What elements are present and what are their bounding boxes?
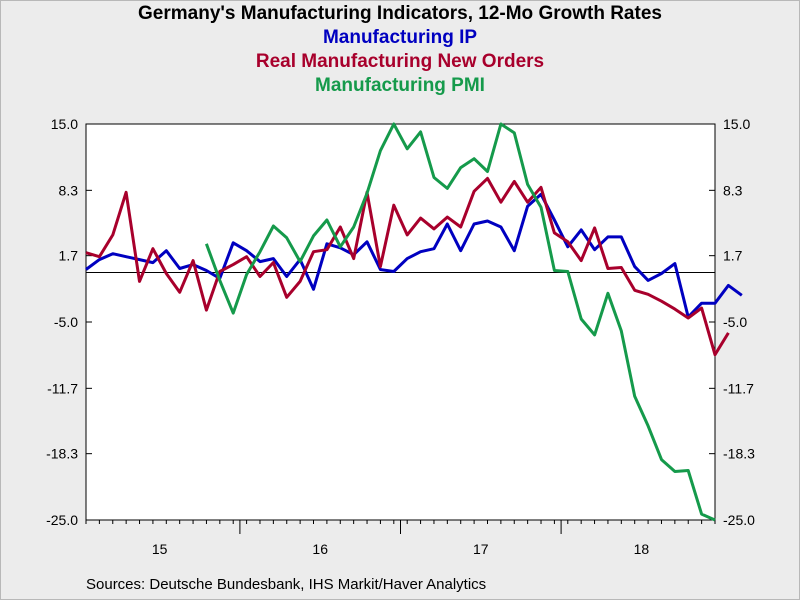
y-tick-label-left: -18.3 [46, 446, 78, 462]
x-tick-label: 16 [312, 541, 328, 557]
y-tick-label-right: 8.3 [723, 182, 743, 198]
y-tick-label-left: 15.0 [51, 116, 78, 132]
y-tick-label-right: 15.0 [723, 116, 750, 132]
series-line-real-manufacturing-new-orders [85, 176, 730, 357]
y-tick-label-right: 1.7 [723, 248, 743, 264]
chart-title-block: Germany's Manufacturing Indicators, 12-M… [0, 0, 800, 98]
y-tick-label-right: -5.0 [723, 314, 747, 330]
y-tick-label-left: 8.3 [59, 182, 79, 198]
y-tick-label-right: -11.7 [723, 380, 754, 396]
legend-real-new-orders: Real Manufacturing New Orders [255, 51, 545, 72]
y-tick-label-left: -5.0 [54, 314, 78, 330]
x-tick-label: 15 [152, 541, 168, 557]
y-tick-label-right: -18.3 [723, 446, 755, 462]
series-line-manufacturing-pmi [204, 122, 716, 522]
y-tick-label-left: -25.0 [46, 512, 78, 528]
y-tick-label-right: -25.0 [723, 512, 755, 528]
y-tick-label-left: 1.7 [59, 248, 79, 264]
x-tick-label: 17 [473, 541, 489, 557]
legend-manufacturing-ip: Manufacturing IP [322, 27, 478, 48]
chart-title: Germany's Manufacturing Indicators, 12-M… [138, 3, 662, 24]
x-tick-label: 18 [634, 541, 650, 557]
source-note: Sources: Deutsche Bundesbank, IHS Markit… [86, 576, 487, 593]
plot-area [85, 123, 716, 521]
legend-manufacturing-pmi: Manufacturing PMI [315, 75, 485, 96]
y-tick-label-left: -11.7 [47, 380, 78, 396]
